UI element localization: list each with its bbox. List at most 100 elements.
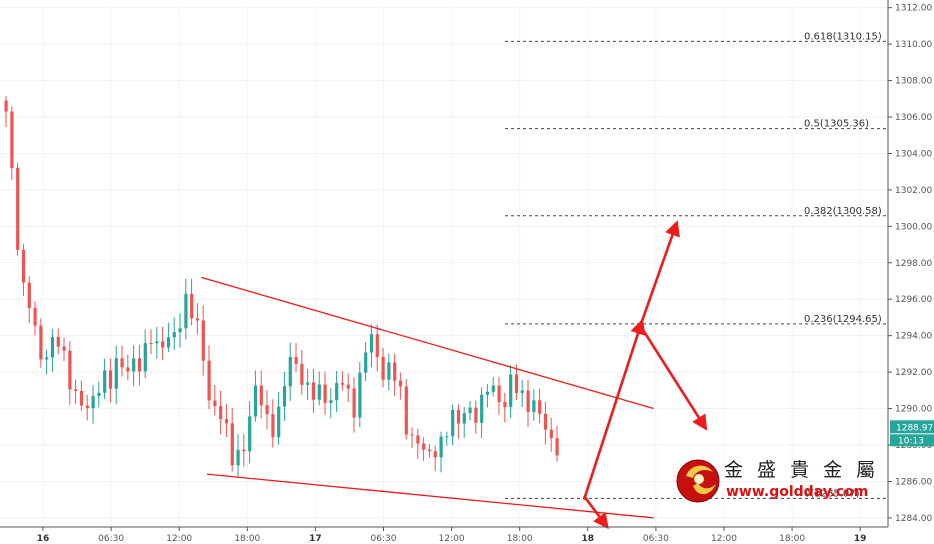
candle-body bbox=[39, 325, 43, 360]
candle-body bbox=[155, 341, 159, 344]
candle bbox=[352, 377, 356, 433]
candle bbox=[74, 379, 78, 405]
candle-body bbox=[242, 449, 246, 452]
candle bbox=[50, 328, 55, 372]
fib-level-label: 0.5(1305.36) bbox=[804, 119, 869, 130]
y-tick-label: 1304.00 bbox=[895, 149, 932, 159]
candle-body bbox=[503, 402, 507, 408]
candle-body bbox=[219, 406, 223, 420]
candle bbox=[543, 402, 548, 445]
candle-body bbox=[485, 391, 490, 395]
candle-body bbox=[21, 249, 26, 283]
candles bbox=[4, 96, 559, 477]
candle-body bbox=[4, 100, 8, 112]
candle-body bbox=[97, 392, 101, 397]
breakdown-arrow bbox=[582, 495, 609, 530]
candle-body bbox=[491, 385, 495, 392]
candle bbox=[306, 368, 310, 401]
candle-body bbox=[16, 168, 20, 250]
candle bbox=[4, 96, 8, 128]
candle bbox=[398, 372, 403, 400]
candle bbox=[85, 395, 89, 421]
candle-body bbox=[190, 293, 194, 319]
candle bbox=[532, 389, 536, 421]
upper-trendline bbox=[201, 276, 654, 410]
candle bbox=[39, 318, 43, 368]
x-tick-label: 18 bbox=[582, 534, 595, 544]
candle-body bbox=[456, 409, 461, 424]
y-tick-label: 1298.00 bbox=[895, 259, 932, 269]
candle bbox=[480, 387, 484, 439]
candle bbox=[103, 358, 107, 400]
candle bbox=[422, 437, 426, 461]
candle-body bbox=[352, 388, 356, 418]
candle bbox=[323, 371, 327, 415]
candle-body bbox=[404, 386, 408, 435]
candle bbox=[195, 303, 200, 335]
candle bbox=[369, 324, 374, 368]
candle-body bbox=[230, 423, 234, 466]
candle bbox=[277, 391, 281, 445]
candle-body bbox=[514, 374, 519, 393]
y-tick-label: 1300.00 bbox=[895, 222, 932, 232]
y-tick-label: 1294.00 bbox=[895, 332, 932, 342]
candle-body bbox=[369, 334, 374, 353]
x-tick-label: 16 bbox=[37, 534, 50, 544]
x-tick-label: 06:30 bbox=[643, 534, 669, 544]
countdown-tag bbox=[890, 434, 934, 447]
candle bbox=[184, 278, 188, 340]
candle bbox=[451, 404, 455, 446]
candle-body bbox=[387, 362, 391, 380]
price-tags: 1288.97 10:13 bbox=[890, 420, 934, 447]
candle-body bbox=[480, 394, 484, 423]
candle-body bbox=[161, 341, 165, 348]
candle-body bbox=[340, 383, 345, 385]
candle-body bbox=[10, 111, 14, 169]
candle-body bbox=[27, 282, 31, 309]
y-tick-label: 1310.00 bbox=[895, 40, 932, 50]
candle-body bbox=[393, 362, 397, 381]
fibonacci-levels: 0.618(1310.15) 0.5(1305.36) 0.382(1300.58)… bbox=[505, 31, 886, 499]
candle-body bbox=[526, 390, 530, 413]
candle-body bbox=[311, 382, 316, 400]
lower-trendline bbox=[206, 473, 654, 519]
candle-body bbox=[474, 407, 478, 423]
countdown-label: 10:13 bbox=[898, 436, 924, 446]
candle bbox=[509, 364, 513, 418]
candle bbox=[404, 379, 408, 440]
candle bbox=[68, 341, 72, 405]
candle bbox=[21, 243, 26, 297]
target-up-arrow bbox=[640, 220, 680, 322]
candle-body bbox=[555, 438, 559, 456]
candle bbox=[433, 445, 437, 472]
candle bbox=[79, 380, 84, 411]
candle bbox=[62, 337, 66, 362]
candle bbox=[45, 349, 49, 375]
candle bbox=[538, 388, 542, 424]
x-tick-label: 18:00 bbox=[507, 534, 533, 544]
candle-body bbox=[79, 390, 84, 406]
y-tick-label: 1308.00 bbox=[895, 77, 932, 87]
y-tick-label: 1286.00 bbox=[895, 477, 932, 487]
candle-body bbox=[288, 357, 292, 387]
y-tick-label: 1312.00 bbox=[895, 4, 932, 14]
candle-body bbox=[207, 360, 211, 401]
y-tick-label: 1306.00 bbox=[895, 113, 932, 123]
candle-body bbox=[468, 407, 472, 414]
candle-body bbox=[497, 385, 501, 403]
candle bbox=[294, 342, 298, 373]
candle bbox=[178, 313, 182, 348]
candle bbox=[456, 404, 461, 439]
candle bbox=[97, 381, 101, 408]
candle-body bbox=[120, 358, 124, 368]
candle bbox=[114, 345, 118, 404]
candle bbox=[190, 278, 194, 326]
x-tick-label: 19 bbox=[854, 534, 867, 544]
candle bbox=[335, 370, 339, 413]
fib-level-label: 0.618(1310.15) bbox=[804, 31, 882, 42]
candle bbox=[213, 384, 217, 416]
candle-body bbox=[259, 385, 263, 406]
candle bbox=[439, 431, 443, 473]
candle-body bbox=[50, 336, 55, 358]
